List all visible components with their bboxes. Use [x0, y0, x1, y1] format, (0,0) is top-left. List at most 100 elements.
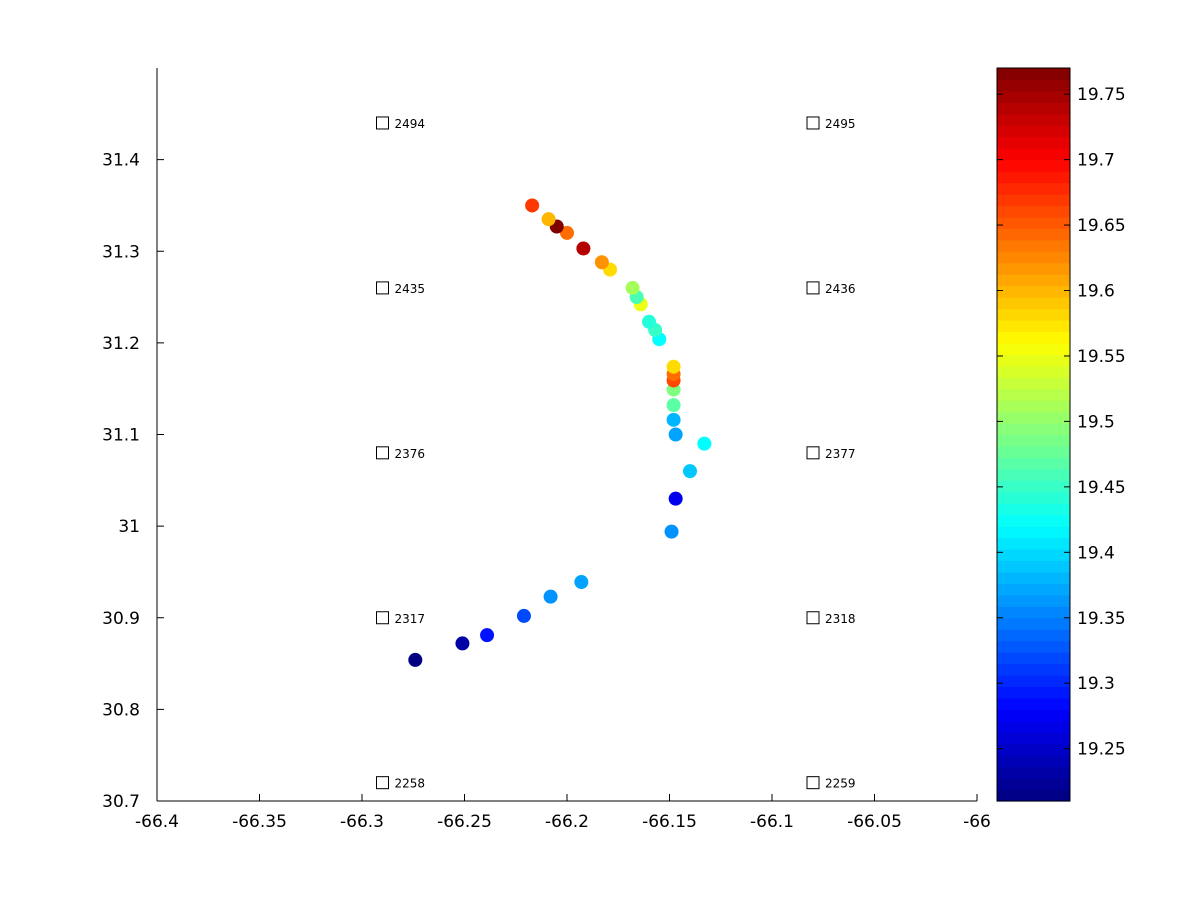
colorbar-segment: [997, 514, 1070, 527]
colorbar-segment: [997, 480, 1070, 493]
data-point: [516, 608, 531, 623]
colorbar-tick-label: 19.35: [1077, 609, 1126, 629]
station-label: 2259: [825, 777, 856, 791]
colorbar-segment: [997, 113, 1070, 126]
y-tick-label: 31.4: [102, 151, 140, 171]
colorbar-tick-label: 19.5: [1077, 412, 1115, 432]
colorbar-tick-label: 19.75: [1077, 85, 1126, 105]
x-tick-label: -66.15: [642, 812, 697, 832]
station-label: 2318: [825, 612, 856, 626]
colorbar: 19.25 19.3 19.35 19.4 19.45 19.5 19.55 19.6 19.6…: [996, 67, 1126, 802]
colorbar-segment: [997, 663, 1070, 676]
colorbar-segment: [997, 720, 1070, 733]
colorbar-tick-label: 19.3: [1077, 674, 1115, 694]
data-point: [666, 359, 681, 374]
colorbar-segment: [997, 411, 1070, 424]
colorbar-segment: [997, 239, 1070, 252]
colorbar-tick-label: 19.65: [1077, 216, 1126, 236]
colorbar-segment: [997, 171, 1070, 184]
colorbar-segment: [997, 319, 1070, 333]
colorbar-segment: [997, 228, 1070, 241]
x-tick-label: -66.3: [340, 812, 384, 832]
station-marker: [376, 446, 389, 460]
colorbar-segment: [997, 434, 1070, 447]
y-tick-label: 31.2: [102, 334, 140, 354]
x-tick-label: -66.2: [545, 812, 589, 832]
colorbar-segment: [997, 159, 1070, 172]
data-point: [683, 464, 697, 479]
colorbar-segment: [997, 640, 1070, 653]
data-point: [480, 628, 495, 643]
colorbar-segment: [997, 606, 1070, 619]
colorbar-segment: [997, 262, 1070, 275]
data-point: [576, 241, 591, 256]
y-tick-label: 30.7: [102, 792, 140, 812]
colorbar-segment: [997, 526, 1070, 539]
data-point: [594, 255, 609, 270]
x-tick-label: -66: [963, 812, 991, 832]
station-label: 2317: [395, 612, 426, 626]
colorbar-tick-label: 19.6: [1077, 282, 1115, 302]
station-label: 2494: [395, 117, 426, 131]
data-point: [455, 636, 470, 651]
colorbar-segment: [997, 652, 1070, 665]
station-label: 2258: [395, 777, 426, 791]
data-point: [574, 575, 589, 590]
data-point: [666, 398, 681, 413]
colorbar-segment: [997, 583, 1070, 596]
station-label: 2376: [395, 447, 426, 461]
colorbar-segment: [997, 629, 1070, 642]
colorbar-segment: [997, 125, 1070, 138]
colorbar-tick-label: 19.55: [1077, 347, 1126, 367]
colorbar-segment: [997, 697, 1070, 710]
colorbar-tick-label: 19.4: [1077, 543, 1115, 563]
data-point: [625, 280, 640, 295]
x-tick-label: -66.1: [750, 812, 794, 832]
colorbar-segment: [997, 709, 1070, 722]
colorbar-segment: [997, 503, 1070, 516]
colorbar-tick-label: 19.45: [1077, 478, 1126, 498]
data-points: [408, 198, 712, 667]
colorbar-segment: [997, 205, 1070, 218]
station-label: 2435: [395, 282, 426, 296]
data-point: [543, 589, 558, 604]
colorbar-segment: [997, 491, 1070, 504]
data-point: [666, 412, 681, 427]
x-tick-label: -66.35: [232, 812, 287, 832]
y-tick-label: 31.3: [102, 242, 140, 262]
colorbar-segment: [997, 274, 1070, 287]
colorbar-frame: [996, 67, 1071, 802]
colorbar-segment: [997, 571, 1070, 584]
data-point: [664, 524, 679, 539]
data-point: [525, 198, 540, 213]
station-marker: [376, 611, 389, 625]
colorbar-segment: [997, 377, 1070, 390]
colorbar-segment: [997, 560, 1070, 573]
station-marker: [806, 281, 820, 295]
colorbar-segment: [997, 549, 1070, 562]
colorbar-segment: [997, 182, 1070, 195]
colorbar-segment: [997, 354, 1070, 367]
colorbar-segment: [997, 445, 1070, 459]
colorbar-segment: [997, 285, 1070, 298]
x-tick-label: -66.05: [847, 812, 902, 832]
colorbar-segment: [997, 193, 1070, 207]
colorbar-segment: [997, 732, 1070, 745]
colorbar-segment: [997, 766, 1070, 779]
station-marker: [806, 611, 820, 625]
x-tick-label: -66.25: [437, 812, 492, 832]
station-marker: [806, 776, 820, 790]
colorbar-segment: [997, 537, 1070, 550]
colorbar-segment: [997, 79, 1070, 92]
station-marker: [376, 116, 389, 130]
colorbar-tick-label: 19.25: [1077, 740, 1126, 760]
station-label: 2377: [825, 447, 856, 461]
station-marker: [376, 776, 389, 790]
colorbar-segment: [997, 755, 1070, 768]
colorbar-segment: [997, 594, 1070, 607]
colorbar-segment: [997, 90, 1070, 103]
colorbar-segment: [997, 686, 1070, 699]
station-label: 2495: [825, 117, 856, 131]
colorbar-segment: [997, 675, 1070, 688]
